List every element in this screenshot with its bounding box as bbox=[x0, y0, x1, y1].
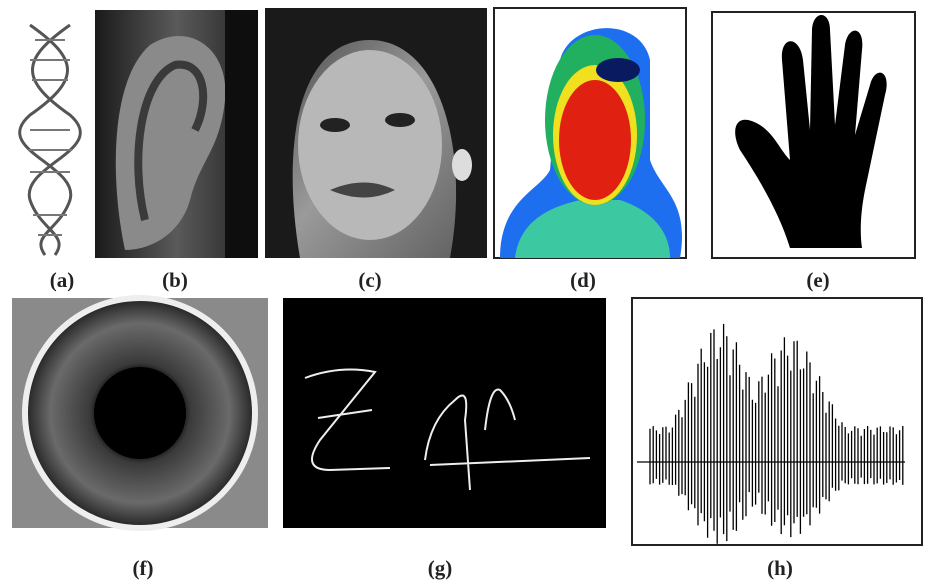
signature-image bbox=[283, 298, 606, 528]
face-image bbox=[265, 8, 487, 258]
hand-image bbox=[712, 12, 915, 258]
voice-waveform bbox=[632, 298, 922, 545]
panel-label: (a) bbox=[50, 268, 75, 292]
dna-image bbox=[20, 25, 81, 255]
figure: (a) (b) (c) (d) (e) (f) (g) (h) bbox=[0, 0, 925, 588]
iris-image bbox=[12, 295, 268, 531]
panel-label: (f) bbox=[133, 556, 154, 580]
ear-image bbox=[95, 10, 258, 258]
panel-label: (c) bbox=[358, 268, 381, 292]
panel-label: (g) bbox=[428, 556, 453, 580]
thermal-image bbox=[494, 8, 686, 258]
panel-label: (e) bbox=[806, 268, 829, 292]
panel-label: (d) bbox=[570, 268, 596, 292]
panel-label: (h) bbox=[767, 556, 793, 580]
panel-label: (b) bbox=[162, 268, 188, 292]
